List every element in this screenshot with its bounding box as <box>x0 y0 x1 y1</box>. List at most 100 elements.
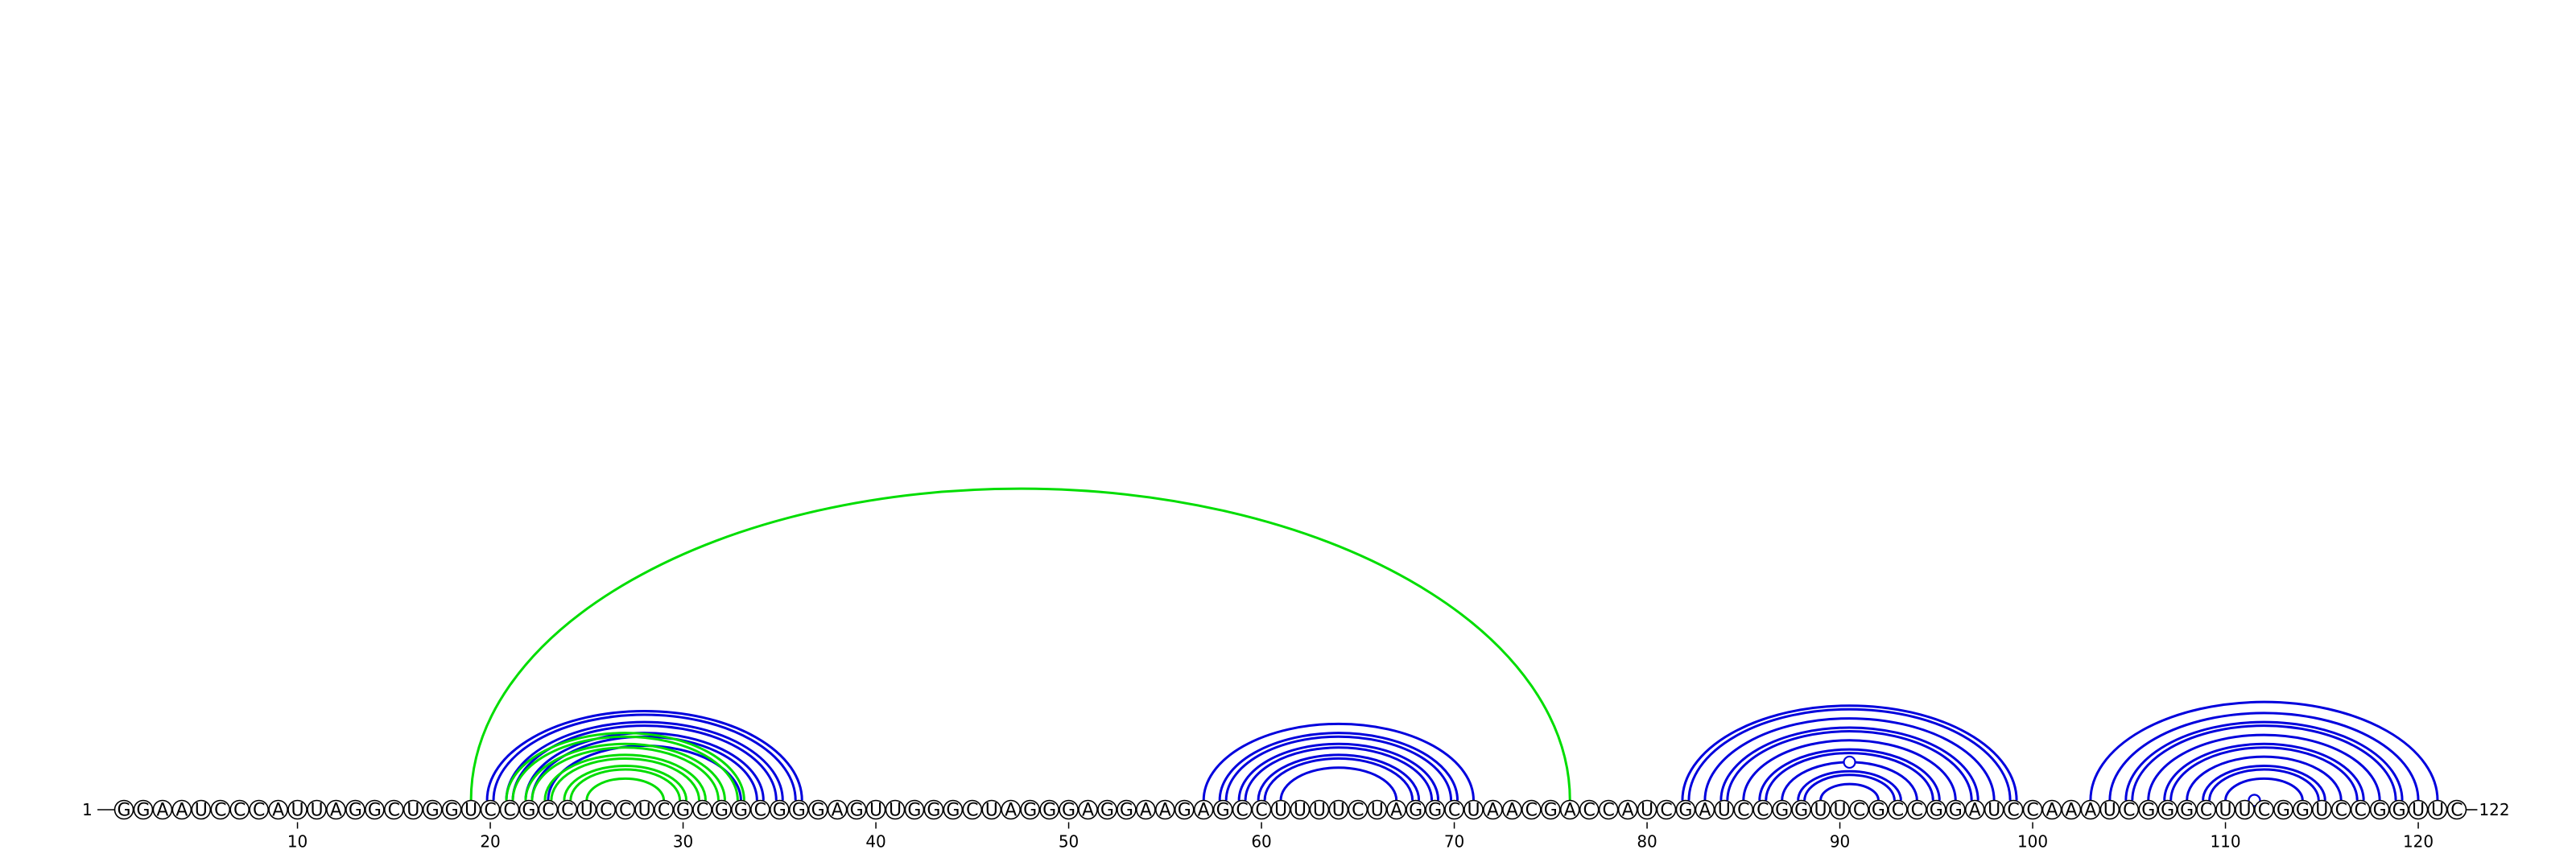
nucleotide-letter-95: G <box>1930 801 1943 821</box>
nucleotide-11 <box>307 799 327 820</box>
nucleotide-letter-31: C <box>696 801 708 821</box>
nucleotide-letter-16: U <box>407 801 419 821</box>
nucleotide-letter-91: C <box>1853 801 1865 821</box>
nucleotide-letter-28: U <box>638 801 651 821</box>
nucleotide-letter-118: G <box>2373 801 2387 821</box>
nucleotide-58 <box>1212 799 1233 820</box>
nucleotide-52 <box>1097 799 1117 820</box>
nucleotide-letter-27: C <box>619 801 631 821</box>
nucleotide-letter-63: U <box>1313 801 1326 821</box>
nucleotide-33 <box>731 799 751 820</box>
nucleotide-41 <box>885 799 906 820</box>
nucleotide-letter-106: G <box>2141 801 2155 821</box>
arc-23-31 <box>550 757 700 801</box>
arc-20-36 <box>485 710 803 801</box>
arc-markers <box>1843 755 2261 807</box>
base-pair-arcs <box>469 487 2439 801</box>
nucleotide-letter-112: C <box>2258 801 2270 821</box>
nucleotide-8 <box>249 799 269 820</box>
nucleotide-90 <box>1830 799 1850 820</box>
nucleotide-letter-86: C <box>1757 801 1769 821</box>
arc-61-67 <box>1279 766 1398 801</box>
nucleotide-9 <box>268 799 288 820</box>
nucleotide-letter-116: C <box>2335 801 2347 821</box>
nucleotide-121 <box>2427 799 2448 820</box>
nucleotide-46 <box>981 799 1002 820</box>
arc-85-96 <box>1742 739 1957 801</box>
nucleotide-letter-110: U <box>2219 801 2231 821</box>
nucleotide-letter-58: G <box>1216 801 1230 821</box>
nucleotide-letter-2: G <box>136 801 150 821</box>
nucleotide-71 <box>1463 799 1484 820</box>
nucleotide-119 <box>2388 799 2409 820</box>
nucleotide-letter-29: C <box>658 801 670 821</box>
nucleotide-letter-61: U <box>1274 801 1287 821</box>
nucleotide-letter-60: C <box>1255 801 1267 821</box>
nucleotide-letter-38: A <box>832 801 844 821</box>
nucleotide-letter-64: U <box>1332 801 1345 821</box>
nucleotide-87 <box>1772 799 1792 820</box>
nucleotide-2 <box>133 799 154 820</box>
nucleotide-97 <box>1964 799 1985 820</box>
nucleotide-letter-39: G <box>850 801 864 821</box>
nucleotide-38 <box>827 799 848 820</box>
nucleotide-letter-15: C <box>388 801 400 821</box>
arc-88-93 <box>1803 773 1896 801</box>
nucleotide-letter-100: C <box>2026 801 2038 821</box>
nucleotide-letter-113: G <box>2277 801 2290 821</box>
nucleotide-letter-33: G <box>734 801 748 821</box>
nucleotide-6 <box>210 799 231 820</box>
arc-103-121 <box>2089 700 2439 801</box>
arc-109-115 <box>2208 768 2320 801</box>
nucleotide-letter-75: G <box>1544 801 1558 821</box>
nucleotide-letter-74: C <box>1525 801 1538 821</box>
nucleotide-100 <box>2022 799 2043 820</box>
arc-20-36 <box>492 713 797 801</box>
nucleotide-44 <box>943 799 964 820</box>
nucleotide-20 <box>480 799 501 820</box>
nucleotide-95 <box>1926 799 1946 820</box>
nucleotide-letter-84: U <box>1718 801 1731 821</box>
nucleotide-68 <box>1406 799 1426 820</box>
nucleotide-63 <box>1309 799 1330 820</box>
nucleotide-16 <box>402 799 423 820</box>
tick-label-100: 100 <box>2017 832 2048 852</box>
nucleotide-98 <box>1984 799 2004 820</box>
nucleotide-letter-59: C <box>1236 801 1248 821</box>
nucleotide-letter-73: A <box>1506 801 1518 821</box>
nucleotide-letter-94: C <box>1911 801 1923 821</box>
nucleotide-70 <box>1444 799 1464 820</box>
nucleotide-109 <box>2196 799 2216 820</box>
arc-21-33 <box>511 735 739 801</box>
nucleotide-103 <box>2080 799 2101 820</box>
nucleotide-letter-43: G <box>927 801 940 821</box>
nucleotide-60 <box>1251 799 1272 820</box>
arc-25-29 <box>585 777 666 801</box>
arc-57-71 <box>1202 722 1475 801</box>
nucleotide-letter-78: C <box>1602 801 1614 821</box>
nucleotide-65 <box>1348 799 1368 820</box>
nucleotide-22 <box>518 799 539 820</box>
nucleotide-112 <box>2254 799 2274 820</box>
nucleotide-3 <box>152 799 173 820</box>
nucleotide-26 <box>596 799 617 820</box>
nucleotide-letter-22: G <box>522 801 535 821</box>
nucleotide-letter-42: G <box>907 801 921 821</box>
nucleotide-letter-24: C <box>561 801 573 821</box>
nucleotide-letter-26: C <box>600 801 612 821</box>
nucleotide-letter-57: A <box>1198 801 1210 821</box>
nucleotide-117 <box>2350 799 2371 820</box>
arc-108-116 <box>2186 755 2343 801</box>
nucleotide-115 <box>2312 799 2332 820</box>
nucleotide-4 <box>171 799 192 820</box>
nucleotide-110 <box>2215 799 2235 820</box>
nucleotide-27 <box>615 799 636 820</box>
nucleotide-74 <box>1521 799 1542 820</box>
nucleotide-29 <box>654 799 674 820</box>
nucleotide-40 <box>865 799 886 820</box>
nucleotide-letter-109: C <box>2200 801 2212 821</box>
nucleotide-13 <box>345 799 365 820</box>
arc-24-30 <box>569 768 682 801</box>
nucleotide-letter-90: U <box>1833 801 1846 821</box>
